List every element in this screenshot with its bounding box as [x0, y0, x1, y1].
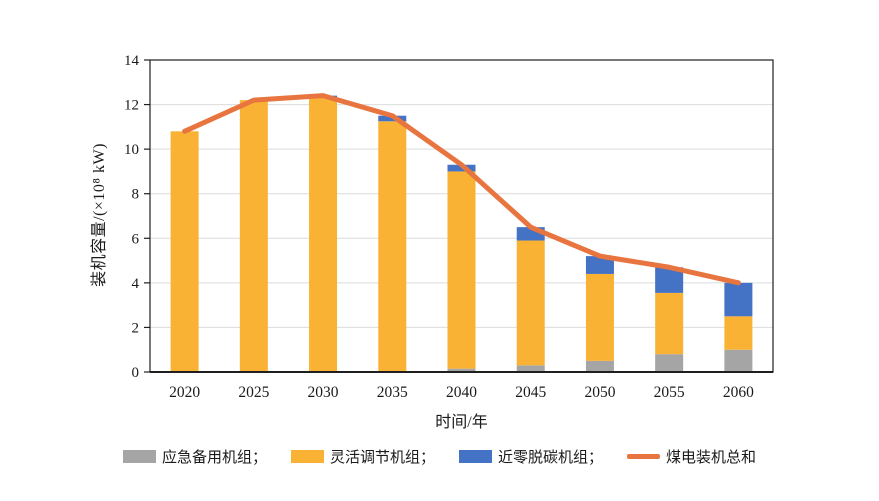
bar-segment-2060 — [724, 316, 753, 350]
bar-segment-2045 — [516, 365, 545, 372]
legend-label: 煤电装机总和 — [666, 450, 757, 466]
blue-rect-swatch-icon — [459, 450, 492, 463]
bar-segment-2050 — [585, 360, 614, 372]
x-tick-label: 2055 — [654, 384, 685, 401]
y-tick-label: 14 — [124, 53, 140, 69]
y-tick-label: 10 — [124, 142, 139, 158]
legend-label: 近零脱碳机组； — [498, 450, 604, 466]
x-tick-label: 2030 — [308, 384, 339, 401]
legend: 应急备用机组； 灵活调节机组； 近零脱碳机组； 煤电装机总和 — [0, 446, 879, 467]
bar-segment-2060 — [724, 349, 753, 372]
gray-rect-swatch-icon — [122, 450, 156, 463]
x-tick-label: 2050 — [584, 384, 615, 401]
bar-segment-2055 — [655, 292, 684, 355]
legend-item-coal-power-total: 煤电装机总和 — [627, 446, 756, 467]
y-tick-label: 6 — [132, 231, 140, 247]
x-tick-label: 2045 — [515, 384, 546, 401]
bar-segment-2035 — [378, 121, 407, 373]
bar-segment-2055 — [655, 354, 684, 372]
x-tick-label: 2060 — [723, 384, 754, 401]
x-tick-label: 2040 — [446, 384, 477, 401]
legend-item-emergency-backup-units: 应急备用机组； — [122, 446, 267, 467]
y-tick-label: 12 — [124, 98, 139, 114]
y-tick-label: 4 — [132, 276, 140, 292]
bar-segment-2020 — [170, 131, 199, 372]
bar-segment-2050 — [585, 273, 614, 361]
yellow-rect-swatch-icon — [290, 450, 324, 463]
bar-segment-2045 — [516, 240, 545, 366]
x-tick-label: 2020 — [169, 384, 200, 401]
x-tick-label: 2025 — [238, 384, 269, 401]
bar-segment-2060 — [724, 282, 753, 317]
bar-segment-2040 — [447, 368, 476, 372]
y-tick-label: 0 — [132, 365, 140, 381]
x-tick-label: 2035 — [377, 384, 408, 401]
legend-item-near-zero-decarbonization-units: 近零脱碳机组； — [459, 446, 603, 467]
orange-line-swatch-icon — [627, 454, 661, 459]
bar-segment-2030 — [309, 97, 338, 372]
legend-label: 应急备用机组； — [161, 450, 267, 466]
y-tick-label: 8 — [132, 187, 140, 203]
legend-item-flexible-regulation-units: 灵活调节机组； — [290, 446, 435, 467]
total-line-series — [182, 93, 741, 286]
x-axis-title: 时间/年 — [435, 414, 488, 431]
bar-segment-2025 — [239, 100, 268, 372]
legend-label: 灵活调节机组； — [329, 450, 435, 466]
bar-segment-2040 — [447, 171, 476, 369]
y-tick-label: 2 — [132, 320, 140, 336]
y-axis-title: 装机容量/(×10⁸ kW) — [91, 143, 108, 287]
bar-segment-2050 — [585, 256, 614, 274]
